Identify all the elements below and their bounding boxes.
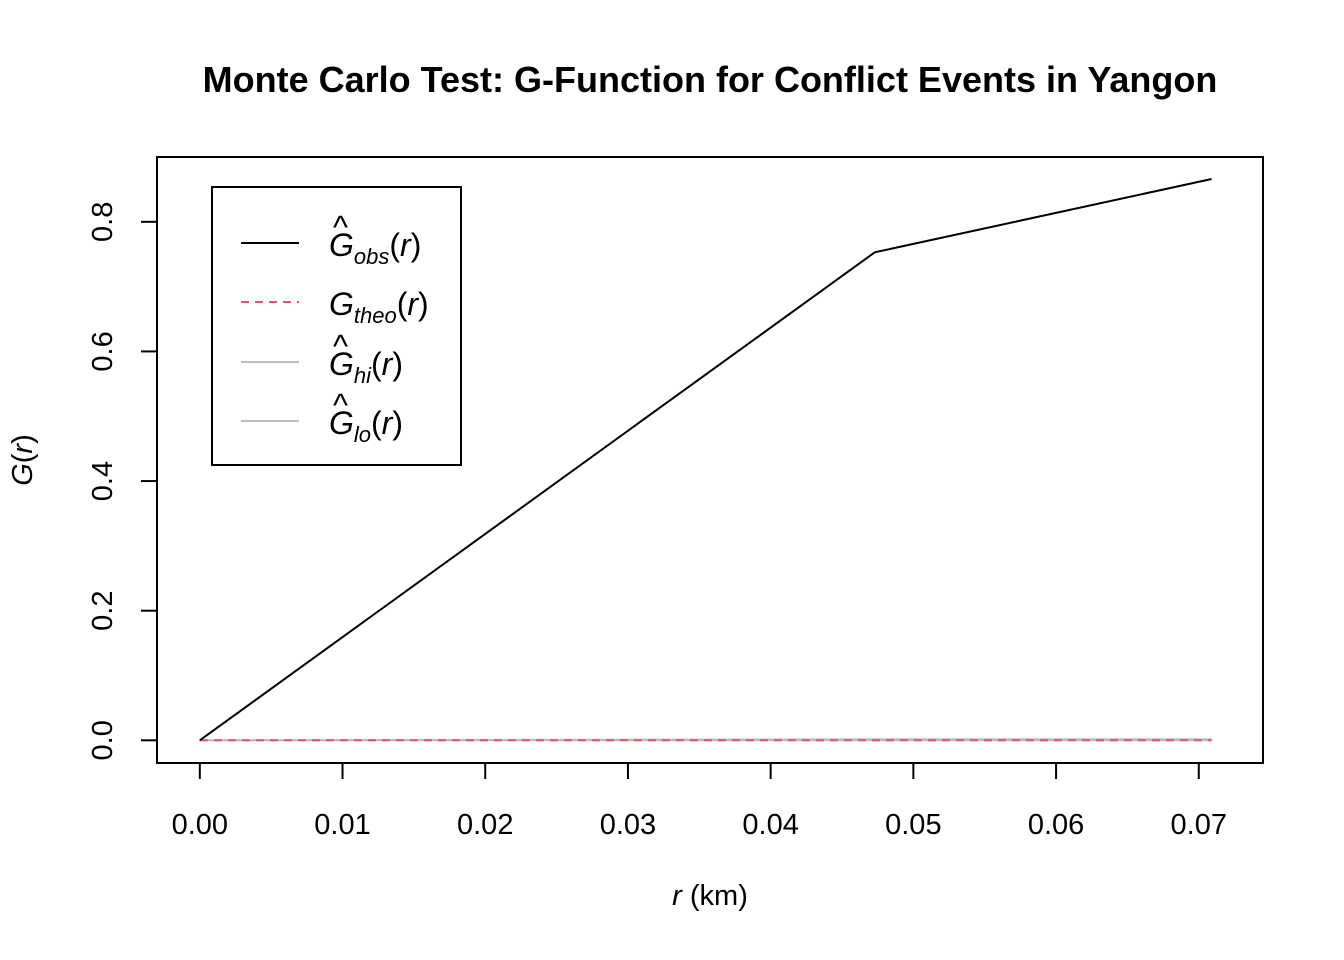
legend-symbol: G <box>329 286 354 322</box>
y-axis-label-paren-open: ( <box>7 453 39 463</box>
y-tick-label: 0.0 <box>87 720 119 760</box>
legend-hat-hi: ^ <box>333 328 348 364</box>
y-axis-label-arg: r <box>7 443 39 454</box>
x-tick-label: 0.01 <box>314 809 370 841</box>
y-tick-label: 0.2 <box>87 591 119 631</box>
y-axis-label-paren-close: ) <box>7 434 39 444</box>
legend-hat-lo: ^ <box>333 387 348 423</box>
legend-arg: r <box>407 286 419 322</box>
legend-symbol: G <box>329 405 354 441</box>
legend-paren-close: ) <box>392 405 403 441</box>
legend-arg: r <box>382 405 394 441</box>
x-tick-label: 0.00 <box>172 809 228 841</box>
legend-box <box>211 186 462 466</box>
legend-arg: r <box>382 346 394 382</box>
legend-paren-close: ) <box>392 346 403 382</box>
legend-paren-open: ( <box>397 286 408 322</box>
x-axis: 0.00 0.01 0.02 0.03 0.04 0.05 0.06 0.07 <box>172 762 1227 841</box>
y-axis-label-func: G <box>7 463 39 486</box>
y-tick-label: 0.6 <box>87 331 119 371</box>
y-tick-label: 0.8 <box>87 202 119 242</box>
y-axis: 0.0 0.2 0.4 0.6 0.8 <box>87 202 158 760</box>
legend-paren-open: ( <box>371 405 382 441</box>
legend-subscript: hi <box>354 363 372 388</box>
legend-paren-close: ) <box>411 227 422 263</box>
x-axis-label-space <box>682 880 690 912</box>
legend-paren-open: ( <box>371 346 382 382</box>
chart-title: Monte Carlo Test: G-Function for Conflic… <box>203 59 1218 100</box>
legend-hat-obs: ^ <box>333 209 348 245</box>
legend-symbol: G <box>329 346 354 382</box>
legend-label-obs: Gobs(r) <box>329 227 421 269</box>
x-tick-label: 0.03 <box>600 809 656 841</box>
x-axis-label: r (km) <box>672 880 748 912</box>
legend-label-lo: Glo(r) <box>329 405 403 447</box>
legend-label-hi: Ghi(r) <box>329 346 403 388</box>
x-tick-label: 0.06 <box>1028 809 1084 841</box>
legend-subscript: theo <box>354 303 397 328</box>
legend-subscript: obs <box>354 244 389 269</box>
x-tick-label: 0.05 <box>885 809 941 841</box>
x-tick-label: 0.02 <box>457 809 513 841</box>
legend-arg: r <box>400 227 412 263</box>
legend: ^Gobs(r)Gtheo(r)^Ghi(r)^Glo(r) <box>211 186 462 466</box>
x-tick-label: 0.04 <box>742 809 798 841</box>
x-tick-label: 0.07 <box>1171 809 1227 841</box>
y-axis-label: G(r) <box>7 434 39 486</box>
series-layer <box>199 178 1212 742</box>
x-axis-label-var: r <box>672 880 683 912</box>
y-tick-label: 0.4 <box>87 461 119 501</box>
series-line-obs <box>199 178 1212 742</box>
x-axis-label-unit: (km) <box>690 880 748 912</box>
legend-symbol: G <box>329 227 354 263</box>
legend-subscript: lo <box>354 422 371 447</box>
legend-paren-close: ) <box>418 286 429 322</box>
legend-paren-open: ( <box>389 227 400 263</box>
legend-label-theo: Gtheo(r) <box>329 286 429 328</box>
